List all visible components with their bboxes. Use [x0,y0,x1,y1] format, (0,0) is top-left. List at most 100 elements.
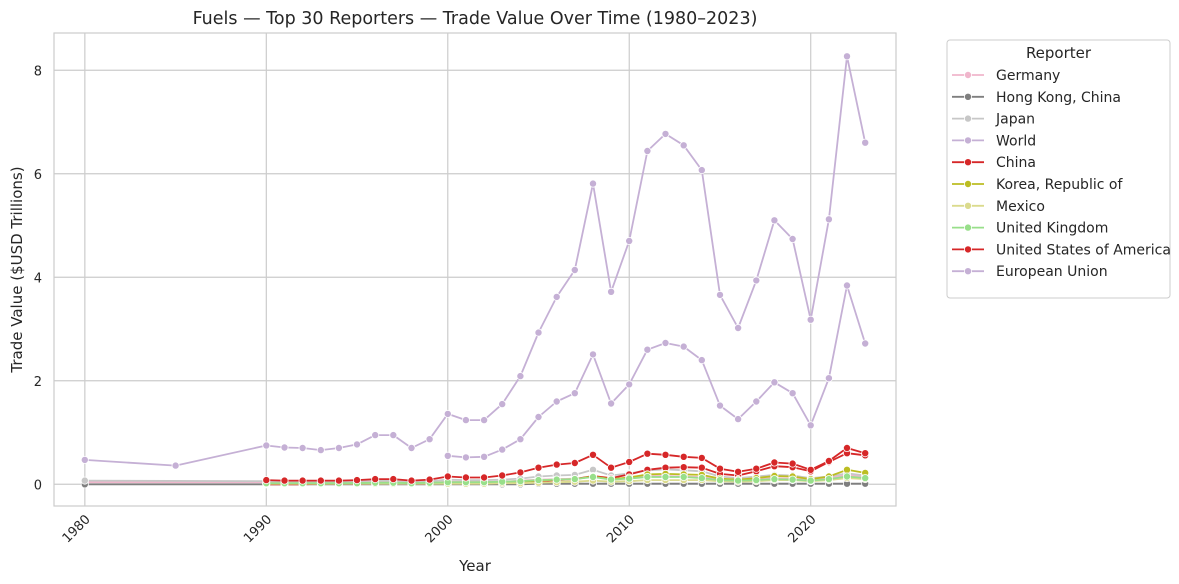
legend-item: Japan [952,112,1035,128]
data-point [679,342,688,351]
series-7 [262,472,870,488]
legend-item: Korea, Republic of [952,177,1123,193]
y-tick-label: 2 [34,375,42,390]
plot-area [53,32,897,507]
data-point [788,475,797,484]
data-point [316,446,325,455]
data-point [534,463,543,472]
data-point [861,138,870,147]
data-point [498,445,507,454]
data-point [752,476,761,485]
legend-swatch-marker [964,245,973,254]
data-point [516,435,525,444]
data-point [443,472,452,481]
data-point [498,400,507,409]
data-point [679,141,688,150]
x-tick-label: 2010 [604,512,638,546]
data-point [625,380,634,389]
data-point [843,465,852,474]
data-point [697,356,706,365]
y-tick-label: 6 [34,168,42,183]
legend-label: United Kingdom [996,221,1108,237]
data-point [534,476,543,485]
legend-swatch-marker [964,92,973,101]
data-point [625,236,634,245]
data-point [697,453,706,462]
series-line [447,284,867,459]
y-axis-label: Trade Value ($USD Trillions) [8,166,26,373]
series-3 [80,52,870,470]
legend-item: United States of America [952,242,1171,258]
data-point [461,416,470,425]
legend-label: European Union [996,264,1108,280]
data-point [643,449,652,458]
data-point [352,476,361,485]
data-point [316,476,325,485]
data-point [697,474,706,483]
series-line [266,447,866,482]
legend-item: Hong Kong, China [952,90,1121,106]
data-point [425,435,434,444]
data-point [679,452,688,461]
data-point [534,412,543,421]
data-point [80,455,89,464]
data-point [661,338,670,347]
data-point [570,475,579,484]
data-point [570,265,579,274]
data-point [298,476,307,485]
legend-swatch-marker [964,71,973,80]
data-point [607,287,616,296]
data-point [861,474,870,483]
data-point [298,443,307,452]
series-8 [262,443,870,485]
data-point [806,315,815,324]
data-point [607,475,616,484]
legend-label: Germany [996,68,1060,84]
data-point [843,52,852,61]
data-point [697,166,706,175]
data-point [861,339,870,348]
legend-item: China [952,155,1036,171]
data-point [589,450,598,459]
data-point [625,457,634,466]
y-tick-label: 8 [34,64,42,79]
legend-swatch-marker [964,136,973,145]
legend-label: United States of America [996,242,1171,258]
legend-item: Mexico [952,199,1045,215]
data-point [643,146,652,155]
data-point [570,389,579,398]
data-point [806,421,815,430]
legend-label: World [996,133,1036,149]
legend-item: World [952,133,1036,149]
data-point [262,441,271,450]
data-point [734,415,743,424]
legend-label: Korea, Republic of [996,177,1123,193]
data-point [425,475,434,484]
data-point [371,475,380,484]
data-point [334,443,343,452]
data-point [480,452,489,461]
legend-title: Reporter [1026,44,1092,62]
legend-swatch-marker [964,114,973,123]
data-point [552,475,561,484]
data-point [552,397,561,406]
legend-swatch-marker [964,201,973,210]
data-point [371,431,380,440]
data-point [679,463,688,472]
series-group [80,52,870,489]
series-line [266,475,866,485]
legend-items: Germany Hong Kong, China Japan World China Ko… [952,68,1171,280]
data-point [80,476,89,485]
data-point [788,459,797,468]
data-point [516,468,525,477]
data-point [824,456,833,465]
data-point [171,461,180,470]
data-point [516,477,525,486]
data-point [806,476,815,485]
data-point [679,472,688,481]
data-point [589,350,598,359]
legend-item: European Union [952,264,1108,280]
data-point [843,472,852,481]
data-point [534,328,543,337]
data-point [716,290,725,299]
